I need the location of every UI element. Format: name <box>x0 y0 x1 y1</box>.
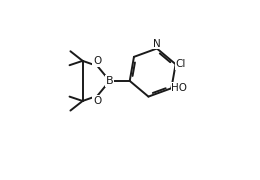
Text: Cl: Cl <box>176 59 186 69</box>
Text: HO: HO <box>171 83 187 93</box>
Text: O: O <box>93 96 102 106</box>
Text: B: B <box>106 76 113 86</box>
Text: N: N <box>153 39 161 48</box>
Text: O: O <box>93 56 102 66</box>
